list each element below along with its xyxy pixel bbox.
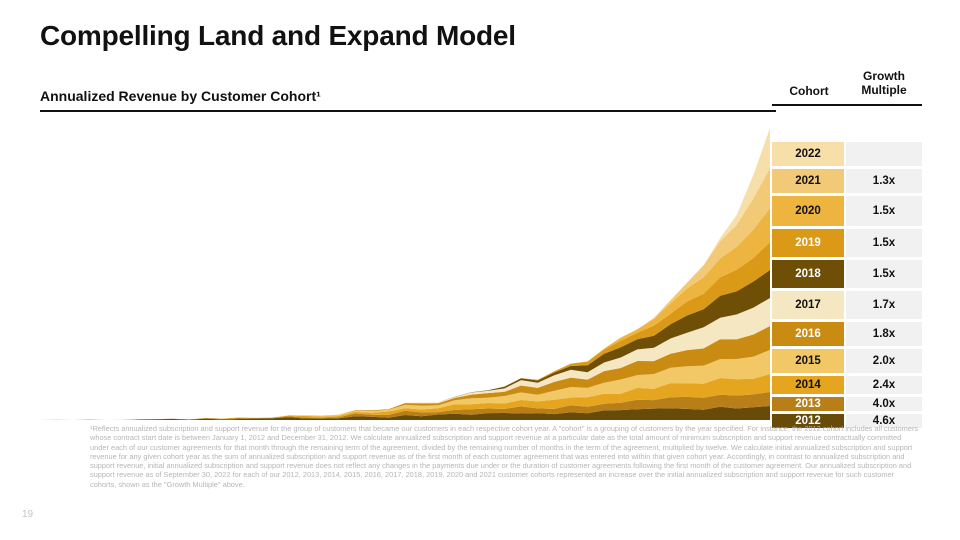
cohort-label: 2013	[772, 397, 844, 411]
table-header-growth-multiple: Growth Multiple	[846, 68, 922, 104]
growth-multiple-value: 1.5x	[846, 260, 922, 288]
growth-multiple-value	[846, 142, 922, 166]
growth-multiple-table: Cohort Growth Multiple 202220211.3x20201…	[772, 68, 922, 431]
cohort-label: 2014	[772, 376, 844, 394]
growth-multiple-value: 2.4x	[846, 376, 922, 394]
table-row: 20152.0x	[772, 349, 922, 373]
table-row: 20211.3x	[772, 169, 922, 193]
growth-multiple-value: 1.8x	[846, 322, 922, 346]
table-row: 20134.0x	[772, 397, 922, 411]
cohort-label: 2016	[772, 322, 844, 346]
cohort-label: 2022	[772, 142, 844, 166]
page-number: 19	[22, 509, 33, 520]
cohort-label: 2017	[772, 291, 844, 319]
cohort-label: 2015	[772, 349, 844, 373]
cohort-label: 2019	[772, 229, 844, 257]
cohort-area-chart	[40, 128, 770, 420]
table-row: 20161.8x	[772, 322, 922, 346]
table-row: 20201.5x	[772, 196, 922, 226]
chart-subtitle: Annualized Revenue by Customer Cohort¹	[40, 88, 776, 112]
table-header-cohort: Cohort	[772, 68, 846, 104]
footnote-text: ¹Reflects annualized subscription and su…	[90, 424, 922, 489]
table-row: 20171.7x	[772, 291, 922, 319]
growth-multiple-value: 1.5x	[846, 196, 922, 226]
growth-multiple-value: 4.0x	[846, 397, 922, 411]
growth-multiple-value: 1.3x	[846, 169, 922, 193]
page-title: Compelling Land and Expand Model	[40, 20, 516, 52]
growth-multiple-value: 1.7x	[846, 291, 922, 319]
cohort-label: 2021	[772, 169, 844, 193]
table-row: 20142.4x	[772, 376, 922, 394]
table-row: 20191.5x	[772, 229, 922, 257]
cohort-label: 2018	[772, 260, 844, 288]
table-row: 2022	[772, 142, 922, 166]
growth-multiple-value: 2.0x	[846, 349, 922, 373]
growth-multiple-value: 1.5x	[846, 229, 922, 257]
table-row: 20181.5x	[772, 260, 922, 288]
cohort-label: 2020	[772, 196, 844, 226]
